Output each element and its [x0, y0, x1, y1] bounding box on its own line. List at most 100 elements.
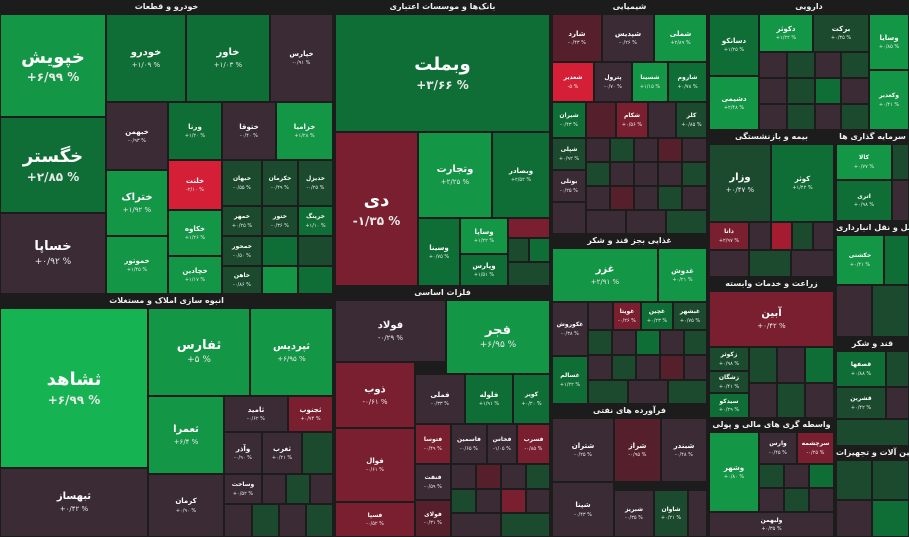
stock-tile[interactable] [262, 266, 298, 294]
stock-tile[interactable] [552, 202, 586, 234]
stock-tile[interactable] [262, 236, 298, 266]
stock-tile[interactable] [872, 460, 909, 500]
stock-tile[interactable] [658, 138, 682, 162]
stock-tile[interactable]: وپارس +۱/۵۱ % [460, 254, 508, 286]
stock-tile[interactable] [628, 380, 668, 404]
stock-tile[interactable] [660, 330, 684, 355]
stock-tile[interactable]: شیران -۰/۴۳ % [552, 102, 586, 138]
stock-tile[interactable]: ثبهساز +۰/۴۲ % [0, 468, 148, 537]
stock-tile[interactable] [787, 52, 815, 78]
stock-tile[interactable]: فولاد -۰/۲۹ % [335, 300, 446, 362]
stock-tile[interactable]: شملی +۲/۸۹ % [654, 14, 707, 62]
stock-tile[interactable]: خرینگ +۱/۱۰ % [298, 206, 333, 236]
stock-tile[interactable] [815, 52, 841, 78]
stock-tile[interactable]: وبصادر +۲/۵۲ % [492, 132, 550, 218]
stock-tile[interactable]: فولای -۰/۳۱ % [415, 500, 451, 537]
stock-tile[interactable]: خچادین +۱/۱۷ % [168, 256, 222, 294]
stock-tile[interactable]: پترول -۰/۷۰ % [594, 62, 632, 102]
stock-tile[interactable]: دکوثر +۱/۲۲ % [759, 14, 813, 52]
stock-tile[interactable]: خاهن -۰/۸۶ % [222, 266, 262, 294]
stock-tile[interactable]: فاسمین -۰/۶۵ % [451, 424, 487, 464]
stock-tile[interactable] [684, 330, 707, 355]
stock-tile[interactable] [759, 464, 784, 488]
stock-tile[interactable]: ثامید -۰/۶۲ % [224, 396, 288, 432]
stock-tile[interactable]: شبریز -۰/۳۵ % [614, 490, 654, 537]
stock-tile[interactable] [224, 504, 252, 537]
stock-tile[interactable]: شپدیس -۰/۲۶ % [602, 14, 654, 62]
stock-tile[interactable] [759, 52, 787, 78]
stock-tile[interactable] [809, 488, 834, 512]
stock-tile[interactable] [610, 162, 634, 186]
stock-tile[interactable] [508, 238, 529, 262]
stock-tile[interactable] [252, 504, 279, 537]
stock-tile[interactable]: وآذر -۰/۹۰ % [224, 432, 262, 474]
stock-tile[interactable]: ثپردیس +۶/۹۵ % [250, 308, 333, 396]
stock-tile[interactable] [787, 104, 815, 130]
stock-tile[interactable]: وبملت +۳/۶۶ % [335, 14, 550, 132]
stock-tile[interactable]: شراز -۰/۹۵ % [614, 418, 661, 482]
stock-tile[interactable]: ختوقا -۰/۴۰ % [222, 102, 276, 160]
stock-tile[interactable] [749, 383, 777, 418]
stock-tile[interactable]: غچین +۰/۲۳ % [641, 302, 673, 330]
stock-tile[interactable]: ولبهمن +۰/۳۵ % [709, 512, 834, 537]
stock-tile[interactable] [610, 138, 634, 162]
stock-tile[interactable] [777, 347, 805, 383]
stock-tile[interactable] [709, 250, 749, 277]
stock-tile[interactable]: خپویش +۶/۹۹ % [0, 14, 106, 117]
stock-tile[interactable]: خبهمن -۰/۹۳ % [106, 102, 168, 170]
stock-tile[interactable]: ختور -۰/۳۶ % [262, 206, 298, 236]
stock-tile[interactable]: غزر +۲/۹۱ % [552, 248, 658, 302]
stock-tile[interactable] [501, 513, 550, 537]
stock-tile[interactable]: فملی -۰/۳۳ % [415, 374, 465, 424]
stock-tile[interactable] [529, 238, 550, 262]
stock-tile[interactable]: خساپا +۰/۹۲ % [0, 213, 106, 294]
stock-tile[interactable]: شپلی +۰/۹۲ % [552, 138, 586, 170]
stock-tile[interactable] [588, 355, 612, 380]
stock-tile[interactable]: وتجارت +۲/۲۵ % [418, 132, 492, 218]
stock-tile[interactable] [626, 210, 666, 234]
stock-tile[interactable]: سیدکو +۰/۲۹ % [709, 393, 749, 418]
stock-tile[interactable] [815, 104, 841, 130]
stock-tile[interactable] [836, 460, 872, 500]
stock-tile[interactable] [286, 474, 310, 504]
stock-tile[interactable]: ورنا +۱/۲۰ % [168, 102, 222, 160]
stock-tile[interactable]: کالا +۰/۷۷ % [836, 144, 892, 180]
stock-tile[interactable]: خودرو +۱/۰۹ % [106, 14, 186, 102]
stock-tile[interactable] [784, 488, 809, 512]
stock-tile[interactable] [526, 489, 550, 513]
stock-tile[interactable]: آبین +۰/۴۲ % [709, 291, 834, 347]
stock-tile[interactable]: غویتا -۰/۲۶ % [613, 302, 641, 330]
stock-tile[interactable] [586, 210, 626, 234]
stock-tile[interactable]: وارس -۰/۴۵ % [759, 432, 797, 464]
stock-tile[interactable] [648, 102, 676, 138]
stock-tile[interactable]: شتران -۰/۲۵ % [552, 418, 614, 482]
stock-tile[interactable] [306, 504, 333, 537]
stock-tile[interactable] [526, 464, 550, 489]
stock-tile[interactable]: خموتور +۱/۴۵ % [106, 236, 168, 294]
stock-tile[interactable]: غسالم +۱/۲۲ % [552, 356, 588, 404]
stock-tile[interactable] [813, 222, 834, 250]
stock-tile[interactable] [586, 162, 610, 186]
stock-tile[interactable]: غکوروش -۰/۳۸ % [552, 302, 588, 356]
stock-tile[interactable] [872, 285, 909, 337]
stock-tile[interactable]: فسرب -۰/۸۵ % [517, 424, 550, 464]
stock-tile[interactable] [884, 235, 909, 285]
stock-tile[interactable]: ختراک +۱/۹۲ % [106, 170, 168, 236]
stock-tile[interactable] [634, 162, 658, 186]
stock-tile[interactable] [759, 78, 787, 104]
stock-tile[interactable] [886, 351, 909, 387]
stock-tile[interactable]: وزار +۰/۴۷ % [709, 144, 771, 222]
stock-tile[interactable] [836, 285, 872, 337]
stock-tile[interactable]: شاروم +۰/۷۸ % [668, 62, 707, 102]
stock-tile[interactable] [634, 186, 658, 210]
stock-tile[interactable] [749, 347, 777, 383]
stock-tile[interactable] [815, 78, 841, 104]
stock-tile[interactable] [749, 250, 791, 277]
stock-tile[interactable]: زشگان +۰/۴۱ % [709, 371, 749, 393]
stock-tile[interactable]: خلنت -۲/۱۰ % [168, 160, 222, 210]
stock-tile[interactable]: غبشهر +۰/۷۵ % [673, 302, 707, 330]
stock-tile[interactable]: ثغرب +۰/۲۱ % [262, 432, 302, 474]
stock-tile[interactable]: فتوسا -۰/۴۹ % [415, 424, 451, 464]
stock-tile[interactable]: کویر +۰/۲۰ % [513, 374, 550, 424]
stock-tile[interactable]: قشرین +۰/۴۲ % [836, 387, 886, 419]
